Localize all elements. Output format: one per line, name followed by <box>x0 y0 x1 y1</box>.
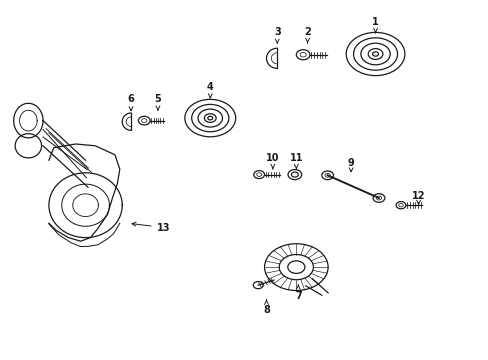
Text: 11: 11 <box>289 153 303 169</box>
Text: 4: 4 <box>206 82 213 98</box>
Text: 6: 6 <box>127 94 134 111</box>
Text: 8: 8 <box>263 300 269 315</box>
Text: 12: 12 <box>411 191 425 204</box>
Text: 13: 13 <box>132 222 170 233</box>
Text: 9: 9 <box>347 158 354 172</box>
Text: 7: 7 <box>294 285 301 301</box>
Text: 2: 2 <box>304 27 310 43</box>
Text: 3: 3 <box>273 27 280 43</box>
Text: 1: 1 <box>371 17 378 33</box>
Text: 10: 10 <box>265 153 279 169</box>
Text: 5: 5 <box>154 94 161 110</box>
